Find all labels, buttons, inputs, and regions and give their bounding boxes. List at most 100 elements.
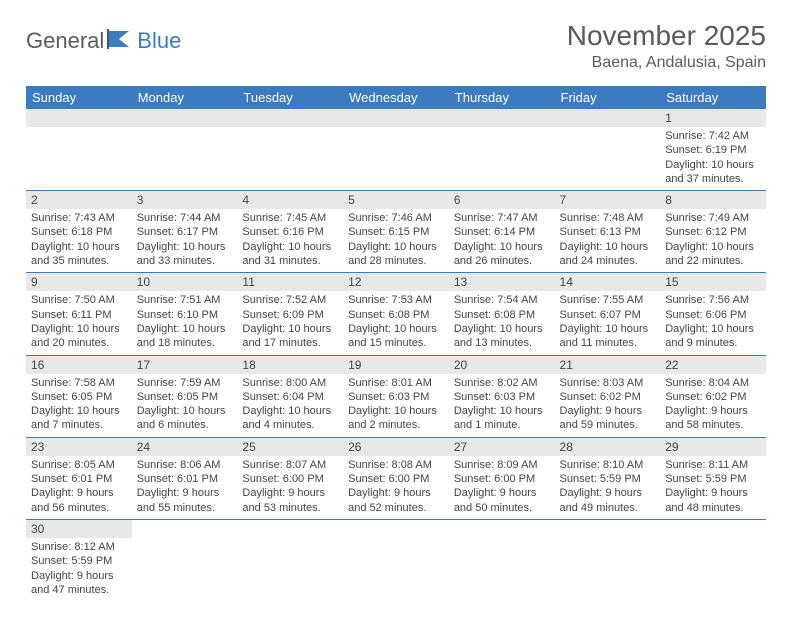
sunrise-line: Sunrise: 7:43 AM [31, 211, 127, 225]
day-details: Sunrise: 8:05 AMSunset: 6:01 PMDaylight:… [26, 456, 132, 519]
empty-day [26, 109, 132, 127]
weekday-header: Sunday [26, 86, 132, 109]
empty-day [132, 109, 238, 127]
weekday-header: Thursday [449, 86, 555, 109]
sunset-line: Sunset: 6:05 PM [31, 390, 127, 404]
day-details: Sunrise: 8:11 AMSunset: 5:59 PMDaylight:… [660, 456, 766, 519]
day-cell: 4Sunrise: 7:45 AMSunset: 6:16 PMDaylight… [237, 191, 343, 273]
sunrise-line: Sunrise: 7:42 AM [665, 129, 761, 143]
day-number: 5 [343, 191, 449, 209]
day-details: Sunrise: 8:02 AMSunset: 6:03 PMDaylight:… [449, 374, 555, 437]
daylight-line: Daylight: 9 hours and 47 minutes. [31, 569, 127, 598]
day-details: Sunrise: 8:03 AMSunset: 6:02 PMDaylight:… [555, 374, 661, 437]
day-details: Sunrise: 8:10 AMSunset: 5:59 PMDaylight:… [555, 456, 661, 519]
day-details: Sunrise: 8:12 AMSunset: 5:59 PMDaylight:… [26, 538, 132, 601]
day-cell: 6Sunrise: 7:47 AMSunset: 6:14 PMDaylight… [449, 191, 555, 273]
day-cell [555, 109, 661, 191]
day-cell [343, 109, 449, 191]
day-details: Sunrise: 7:54 AMSunset: 6:08 PMDaylight:… [449, 291, 555, 354]
sunset-line: Sunset: 6:19 PM [665, 143, 761, 157]
weekday-header: Friday [555, 86, 661, 109]
daylight-line: Daylight: 10 hours and 20 minutes. [31, 322, 127, 351]
sunset-line: Sunset: 6:04 PM [242, 390, 338, 404]
header: General Blue November 2025 Baena, Andalu… [26, 20, 766, 72]
day-number: 17 [132, 356, 238, 374]
day-number: 23 [26, 438, 132, 456]
day-cell: 1Sunrise: 7:42 AMSunset: 6:19 PMDaylight… [660, 109, 766, 191]
sunrise-line: Sunrise: 8:04 AM [665, 376, 761, 390]
day-cell [132, 519, 238, 601]
sunset-line: Sunset: 6:08 PM [454, 308, 550, 322]
day-cell: 22Sunrise: 8:04 AMSunset: 6:02 PMDayligh… [660, 355, 766, 437]
daylight-line: Daylight: 9 hours and 58 minutes. [665, 404, 761, 433]
day-number: 29 [660, 438, 766, 456]
daylight-line: Daylight: 10 hours and 37 minutes. [665, 158, 761, 187]
sunrise-line: Sunrise: 7:55 AM [560, 293, 656, 307]
week-row: 2Sunrise: 7:43 AMSunset: 6:18 PMDaylight… [26, 191, 766, 273]
sunrise-line: Sunrise: 7:45 AM [242, 211, 338, 225]
day-cell [449, 519, 555, 601]
empty-day [555, 109, 661, 127]
day-cell: 13Sunrise: 7:54 AMSunset: 6:08 PMDayligh… [449, 273, 555, 355]
day-details: Sunrise: 7:46 AMSunset: 6:15 PMDaylight:… [343, 209, 449, 272]
day-number: 2 [26, 191, 132, 209]
day-details: Sunrise: 7:44 AMSunset: 6:17 PMDaylight:… [132, 209, 238, 272]
sunrise-line: Sunrise: 7:52 AM [242, 293, 338, 307]
week-row: 16Sunrise: 7:58 AMSunset: 6:05 PMDayligh… [26, 355, 766, 437]
day-cell [449, 109, 555, 191]
day-details: Sunrise: 7:45 AMSunset: 6:16 PMDaylight:… [237, 209, 343, 272]
sunset-line: Sunset: 5:59 PM [31, 554, 127, 568]
weekday-header-row: SundayMondayTuesdayWednesdayThursdayFrid… [26, 86, 766, 109]
day-number: 11 [237, 273, 343, 291]
daylight-line: Daylight: 10 hours and 13 minutes. [454, 322, 550, 351]
sunset-line: Sunset: 6:17 PM [137, 225, 233, 239]
page: General Blue November 2025 Baena, Andalu… [0, 0, 792, 621]
daylight-line: Daylight: 10 hours and 7 minutes. [31, 404, 127, 433]
daylight-line: Daylight: 10 hours and 11 minutes. [560, 322, 656, 351]
sunrise-line: Sunrise: 8:02 AM [454, 376, 550, 390]
day-cell: 11Sunrise: 7:52 AMSunset: 6:09 PMDayligh… [237, 273, 343, 355]
daylight-line: Daylight: 10 hours and 28 minutes. [348, 240, 444, 269]
daylight-line: Daylight: 10 hours and 17 minutes. [242, 322, 338, 351]
daylight-line: Daylight: 9 hours and 59 minutes. [560, 404, 656, 433]
sunrise-line: Sunrise: 8:01 AM [348, 376, 444, 390]
day-cell: 2Sunrise: 7:43 AMSunset: 6:18 PMDaylight… [26, 191, 132, 273]
sunrise-line: Sunrise: 8:08 AM [348, 458, 444, 472]
day-cell: 16Sunrise: 7:58 AMSunset: 6:05 PMDayligh… [26, 355, 132, 437]
daylight-line: Daylight: 10 hours and 6 minutes. [137, 404, 233, 433]
day-cell [237, 109, 343, 191]
sunset-line: Sunset: 6:02 PM [560, 390, 656, 404]
daylight-line: Daylight: 9 hours and 52 minutes. [348, 486, 444, 515]
day-number: 25 [237, 438, 343, 456]
day-cell: 14Sunrise: 7:55 AMSunset: 6:07 PMDayligh… [555, 273, 661, 355]
sunrise-line: Sunrise: 7:54 AM [454, 293, 550, 307]
day-details: Sunrise: 7:53 AMSunset: 6:08 PMDaylight:… [343, 291, 449, 354]
sunrise-line: Sunrise: 7:58 AM [31, 376, 127, 390]
daylight-line: Daylight: 10 hours and 22 minutes. [665, 240, 761, 269]
daylight-line: Daylight: 10 hours and 4 minutes. [242, 404, 338, 433]
day-details: Sunrise: 8:07 AMSunset: 6:00 PMDaylight:… [237, 456, 343, 519]
day-number: 15 [660, 273, 766, 291]
day-number: 21 [555, 356, 661, 374]
sunrise-line: Sunrise: 8:11 AM [665, 458, 761, 472]
daylight-line: Daylight: 9 hours and 55 minutes. [137, 486, 233, 515]
day-details: Sunrise: 8:04 AMSunset: 6:02 PMDaylight:… [660, 374, 766, 437]
sunrise-line: Sunrise: 8:03 AM [560, 376, 656, 390]
day-cell: 8Sunrise: 7:49 AMSunset: 6:12 PMDaylight… [660, 191, 766, 273]
sunrise-line: Sunrise: 7:51 AM [137, 293, 233, 307]
day-number: 12 [343, 273, 449, 291]
sunset-line: Sunset: 6:11 PM [31, 308, 127, 322]
empty-day [343, 109, 449, 127]
day-cell [26, 109, 132, 191]
sunrise-line: Sunrise: 7:59 AM [137, 376, 233, 390]
sunrise-line: Sunrise: 8:09 AM [454, 458, 550, 472]
month-title: November 2025 [567, 20, 766, 52]
weekday-header: Saturday [660, 86, 766, 109]
day-cell: 25Sunrise: 8:07 AMSunset: 6:00 PMDayligh… [237, 437, 343, 519]
sunset-line: Sunset: 6:00 PM [348, 472, 444, 486]
day-details: Sunrise: 7:43 AMSunset: 6:18 PMDaylight:… [26, 209, 132, 272]
weekday-header: Monday [132, 86, 238, 109]
day-details: Sunrise: 8:01 AMSunset: 6:03 PMDaylight:… [343, 374, 449, 437]
day-details: Sunrise: 7:58 AMSunset: 6:05 PMDaylight:… [26, 374, 132, 437]
sunrise-line: Sunrise: 7:47 AM [454, 211, 550, 225]
